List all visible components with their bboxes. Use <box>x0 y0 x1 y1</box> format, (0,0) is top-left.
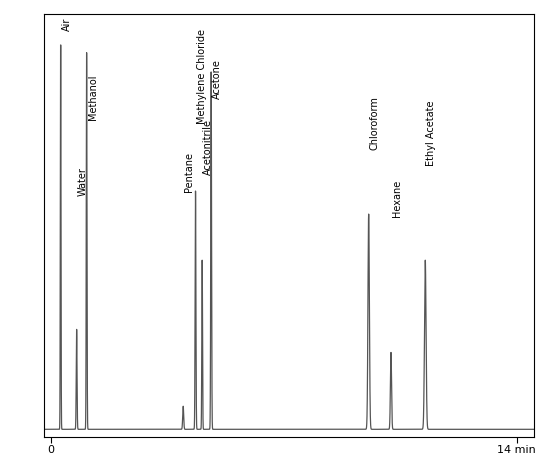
Text: Acetonitrile: Acetonitrile <box>203 119 213 175</box>
Text: Ethyl Acetate: Ethyl Acetate <box>426 101 436 166</box>
Text: Water: Water <box>78 167 87 196</box>
Text: Acetone: Acetone <box>212 59 222 99</box>
Text: Pentane: Pentane <box>184 152 194 192</box>
Text: Hexane: Hexane <box>392 180 402 217</box>
Text: Methanol: Methanol <box>87 75 97 120</box>
Text: Methylene Chloride: Methylene Chloride <box>196 29 206 124</box>
Text: Air: Air <box>62 18 72 31</box>
Text: Chloroform: Chloroform <box>370 95 379 150</box>
